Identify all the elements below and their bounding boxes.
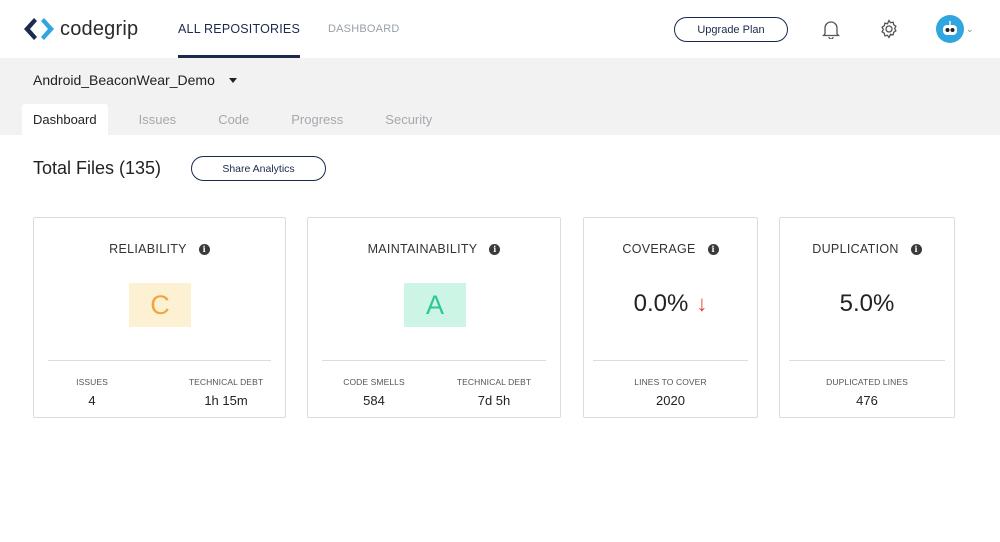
- repository-selector[interactable]: Android_BeaconWear_Demo: [33, 72, 237, 88]
- code-smells-metric[interactable]: CODE SMELLS 584: [338, 377, 410, 408]
- bell-icon[interactable]: [820, 18, 842, 40]
- maintainability-grade: A: [404, 283, 466, 327]
- technical-debt-metric[interactable]: TECHNICAL DEBT 7d 5h: [452, 377, 536, 408]
- tab-progress[interactable]: Progress: [291, 112, 344, 127]
- metric-value: 7d 5h: [477, 393, 511, 408]
- divider: [322, 360, 546, 361]
- maintainability-card: MAINTAINABILITY i A CODE SMELLS 584 TECH…: [307, 217, 561, 418]
- duplication-title: DUPLICATION: [812, 242, 899, 256]
- card-title: COVERAGE i: [584, 242, 757, 256]
- duplication-value: 5.0%: [839, 290, 895, 317]
- metric-value: 476: [856, 393, 878, 408]
- metric-value: 4: [88, 393, 96, 408]
- nav-all-repositories[interactable]: ALL REPOSITORIES: [178, 0, 300, 58]
- avatar-robot-icon: [943, 21, 957, 35]
- coverage-value-row: 0.0% ↓: [584, 290, 757, 318]
- caret-down-icon: [228, 77, 237, 83]
- reliability-grade: C: [129, 283, 191, 327]
- metric-label: TECHNICAL DEBT: [456, 377, 532, 387]
- reliability-title: RELIABILITY: [109, 242, 187, 256]
- avatar[interactable]: [936, 15, 964, 43]
- metric-value: 2020: [656, 393, 685, 408]
- metric-label: CODE SMELLS: [343, 377, 405, 387]
- issues-metric[interactable]: ISSUES 4: [70, 377, 114, 408]
- divider: [789, 360, 945, 361]
- metric-value: 584: [363, 393, 385, 408]
- tab-security[interactable]: Security: [385, 112, 433, 127]
- arrow-down-icon: ↓: [696, 291, 708, 316]
- tab-dashboard[interactable]: Dashboard: [22, 104, 108, 135]
- title-row: Total Files (135): [33, 158, 161, 179]
- share-analytics-button[interactable]: Share Analytics: [191, 156, 326, 181]
- duplication-value-row: 5.0%: [780, 290, 954, 318]
- coverage-card: COVERAGE i 0.0% ↓ LINES TO COVER 2020: [583, 217, 758, 418]
- upgrade-plan-button[interactable]: Upgrade Plan: [674, 17, 788, 42]
- tab-code[interactable]: Code: [218, 112, 250, 127]
- info-icon[interactable]: i: [707, 243, 719, 255]
- metric-label: LINES TO COVER: [634, 377, 707, 387]
- metric-label: TECHNICAL DEBT: [188, 377, 264, 387]
- nav-dashboard[interactable]: DASHBOARD: [328, 23, 400, 35]
- metric-label: DUPLICATED LINES: [826, 377, 908, 387]
- repository-tabs: Dashboard Issues Code Progress Security: [22, 104, 463, 135]
- technical-debt-metric[interactable]: TECHNICAL DEBT 1h 15m: [184, 377, 268, 408]
- coverage-value: 0.0%: [633, 290, 689, 317]
- coverage-title: COVERAGE: [622, 242, 696, 256]
- page-title: Total Files (135): [33, 158, 162, 178]
- duplicated-lines-metric[interactable]: DUPLICATED LINES 476: [780, 377, 954, 408]
- repository-header: Android_BeaconWear_Demo Dashboard Issues…: [0, 58, 1000, 135]
- info-icon[interactable]: i: [910, 243, 922, 255]
- info-icon[interactable]: i: [198, 243, 210, 255]
- top-navigation-bar: codegrip ALL REPOSITORIES DASHBOARD Upgr…: [0, 0, 1000, 58]
- tab-issues[interactable]: Issues: [138, 112, 177, 127]
- metric-value: 1h 15m: [204, 393, 248, 408]
- divider: [48, 360, 271, 361]
- card-title: RELIABILITY i: [34, 242, 285, 256]
- divider: [593, 360, 748, 361]
- duplication-card: DUPLICATION i 5.0% DUPLICATED LINES 476: [779, 217, 955, 418]
- codegrip-logo[interactable]: codegrip: [22, 15, 138, 43]
- repository-name: Android_BeaconWear_Demo: [33, 72, 215, 88]
- info-icon[interactable]: i: [489, 243, 501, 255]
- lines-to-cover-metric[interactable]: LINES TO COVER 2020: [584, 377, 757, 408]
- reliability-card: RELIABILITY i C ISSUES 4 TECHNICAL DEBT …: [33, 217, 286, 418]
- chevron-down-icon[interactable]: ⌄: [966, 24, 974, 34]
- metric-label: ISSUES: [76, 377, 108, 387]
- card-title: DUPLICATION i: [780, 242, 954, 256]
- brand-name: codegrip: [60, 17, 139, 40]
- code-brackets-icon: [24, 18, 54, 40]
- card-title: MAINTAINABILITY i: [308, 242, 560, 256]
- gear-icon[interactable]: [878, 18, 900, 40]
- maintainability-title: MAINTAINABILITY: [367, 242, 478, 256]
